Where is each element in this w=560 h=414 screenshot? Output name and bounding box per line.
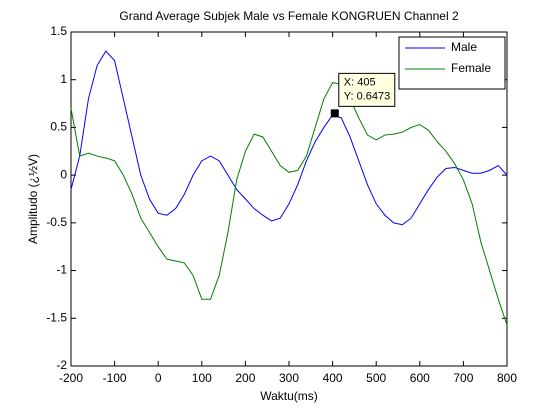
y-tick-label: 1: [60, 72, 67, 86]
y-tick-label: -0.5: [46, 215, 67, 229]
y-tick-label: 0: [60, 167, 67, 181]
legend-box: [398, 36, 506, 90]
legend-label: Female: [451, 61, 491, 75]
x-tick-label: 300: [279, 371, 299, 385]
x-tick-label: 400: [323, 371, 343, 385]
datatip-marker: [330, 109, 339, 118]
datatip-x: X: 405: [344, 76, 376, 88]
chart-title: Grand Average Subjek Male vs Female KONG…: [119, 9, 459, 23]
series-line: [70, 50, 508, 226]
x-tick-label: -100: [103, 371, 127, 385]
x-axis-label: Waktu(ms): [260, 389, 318, 403]
y-axis-label: Amplitudo (¿½V): [26, 154, 40, 244]
x-tick-label: 100: [192, 371, 212, 385]
datatip-y: Y: 0.6473: [344, 90, 391, 102]
y-tick-label: -2: [56, 358, 67, 372]
x-tick-label: 0: [155, 371, 162, 385]
y-tick-label: 0.5: [50, 120, 67, 134]
y-tick-label: -1: [56, 263, 67, 277]
x-tick-label: 800: [497, 371, 517, 385]
y-tick-label: -1.5: [46, 310, 67, 324]
y-tick-label: 1.5: [50, 24, 67, 38]
x-tick-label: -200: [59, 371, 83, 385]
x-tick-label: 500: [366, 371, 386, 385]
datatip-box: [338, 72, 396, 107]
legend-label: Male: [451, 40, 477, 54]
series-line: [70, 82, 508, 326]
x-tick-label: 700: [453, 371, 473, 385]
x-tick-label: 600: [410, 371, 430, 385]
x-tick-label: 200: [235, 371, 255, 385]
